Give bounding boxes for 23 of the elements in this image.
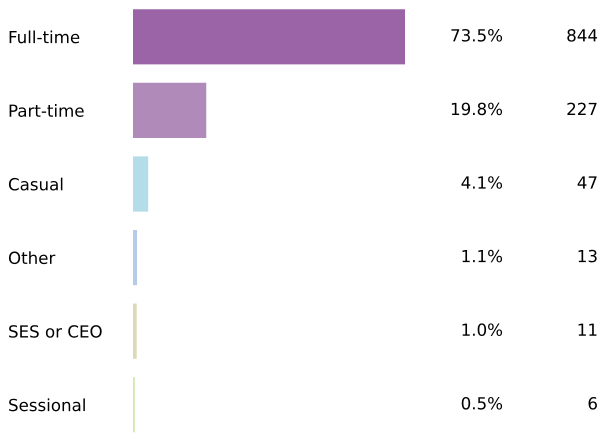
bar (133, 230, 138, 286)
data-label: 4.1% (461, 176, 502, 189)
bar (133, 9, 405, 64)
text: 11 (578, 324, 596, 336)
data-label: 19.8% (452, 102, 502, 116)
y-tick-label: Casual (8, 178, 62, 191)
text: 13 (578, 250, 597, 262)
bar (133, 156, 148, 212)
y-tick-label: Sessional (9, 398, 85, 412)
y-tick-label: Full-time (10, 30, 80, 44)
text: 6 (588, 396, 597, 410)
data-label: 1.1% (462, 250, 502, 262)
data-label: 1.0% (462, 323, 502, 336)
y-tick-label: Part-time (10, 104, 84, 117)
bar (133, 304, 137, 359)
text: 844 (567, 29, 598, 42)
bar (133, 82, 206, 138)
y-tick-label: SES or CEO (9, 325, 102, 338)
text: 227 (567, 102, 597, 115)
y-tick-label: Other (8, 251, 56, 264)
data-label: 73.5% (451, 29, 502, 42)
data-label: 0.5% (462, 396, 502, 410)
text: 47 (578, 176, 597, 189)
